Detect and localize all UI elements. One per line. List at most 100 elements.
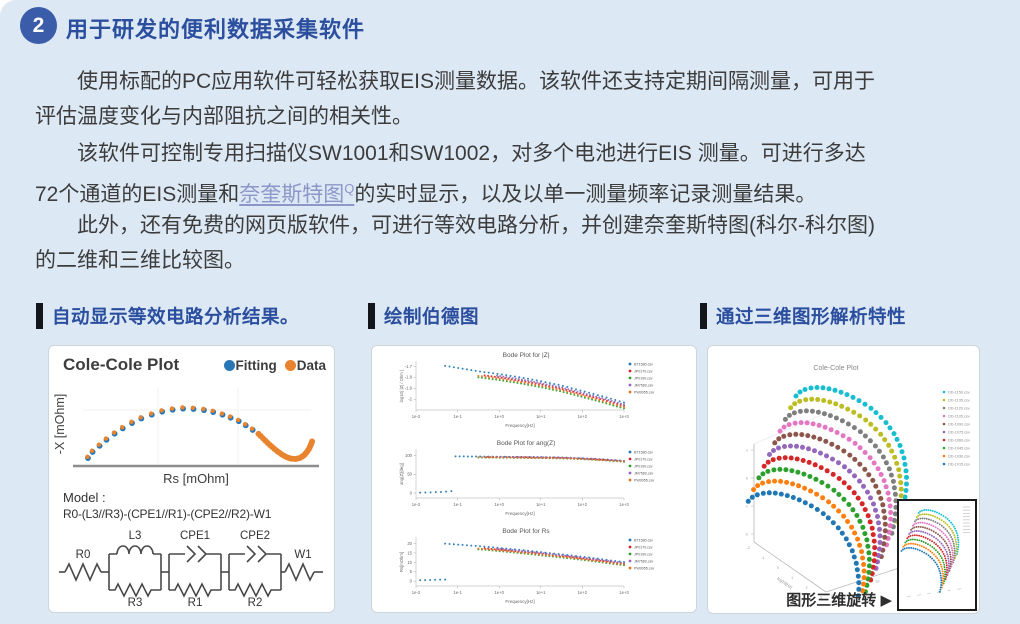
parallel-box-2-sides	[168, 554, 222, 590]
svg-text:PW0055.csv: PW0055.csv	[634, 391, 654, 395]
card-circuit-analysis: Cole-Cole Plot Fitting Data -X [mOhm] Rs …	[48, 345, 335, 613]
svg-text:-2: -2	[747, 546, 750, 550]
label-w1: W1	[294, 549, 311, 561]
svg-text:log10( |Z| / Ohm ): log10( |Z| / Ohm )	[399, 369, 404, 402]
svg-text:1e+0: 1e+0	[494, 590, 504, 595]
svg-text:0: 0	[410, 579, 413, 584]
paragraph-1-line-1: 使用标配的PC应用软件可轻松获取EIS测量数据。该软件还支持定期间隔测量，可用于	[77, 70, 876, 93]
svg-text:1e+2: 1e+2	[578, 590, 588, 595]
nyquist-glossary-link[interactable]: 奈奎斯特图Q	[239, 181, 355, 206]
panel-header-circuit-analysis: 自动显示等效电路分析结果。	[36, 303, 299, 329]
svg-text:DD-1075.csv: DD-1075.csv	[948, 430, 970, 434]
paragraph-2-line-1: 该软件可控制专用扫描仪SW1001和SW1002，对多个电池进行EIS 测量。可…	[77, 142, 866, 165]
svg-text:15: 15	[407, 550, 412, 555]
paragraph-3: 此外，还有免费的网页版软件，可进行等效电路分析，并创建奈奎斯特图(科尔-科尔图)…	[35, 208, 985, 278]
equivalent-circuit-diagram: R0 L3 CPE1 CPE2 W1 R3 R1 R2	[59, 530, 323, 609]
svg-text:0: 0	[410, 490, 413, 495]
rotate-3d-label[interactable]: 图形三维旋转 ▶	[786, 592, 892, 609]
label-r2: R2	[248, 597, 263, 609]
svg-text:Frequency[Hz]: Frequency[Hz]	[505, 423, 534, 428]
svg-text:Rs[mOhm]: Rs[mOhm]	[399, 552, 404, 572]
panel-header-label: 自动显示等效电路分析结果。	[52, 306, 300, 327]
card-bode-plots: Bode Plot for |Z| -1.7 -1.8 -1.9 -2 log10( |Z…	[371, 345, 697, 613]
paragraph-2-line-2b: 的实时显示，以及以单一测量频率记录测量结果。	[354, 183, 817, 206]
svg-text:BT1580.csv: BT1580.csv	[634, 539, 653, 543]
svg-text:BT1580.csv: BT1580.csv	[634, 363, 653, 367]
svg-text:1e+2: 1e+2	[578, 502, 588, 507]
svg-text:1e-2: 1e-2	[412, 414, 421, 419]
svg-text:Bode Plot for Rs: Bode Plot for Rs	[502, 528, 550, 535]
svg-text:DD-1105.csv: DD-1105.csv	[948, 414, 970, 418]
card-3d-plot: Cole-Cole Plot DD-1150.csv DD-1135.csv DD-1…	[707, 345, 980, 614]
cpe2-symbol	[229, 545, 281, 563]
rotated-view-thumbnail[interactable]	[897, 499, 977, 611]
svg-text:Frequency[Hz]: Frequency[Hz]	[505, 599, 534, 604]
svg-text:1e+0: 1e+0	[494, 414, 504, 419]
svg-text:JP0170.csv: JP0170.csv	[634, 370, 653, 374]
resistor-r1	[169, 582, 221, 598]
svg-text:JP0190.csv: JP0190.csv	[634, 553, 653, 557]
section-title: 用于研发的便利数据采集软件	[66, 17, 366, 42]
svg-text:10: 10	[407, 560, 412, 565]
bode-plot-svg-0: Bode Plot for |Z| -1.7 -1.8 -1.9 -2 log10( |Z…	[399, 352, 654, 428]
label-r1: R1	[188, 597, 203, 609]
svg-text:Bode Plot for |Z|: Bode Plot for |Z|	[503, 352, 550, 359]
cpe1-symbol	[169, 545, 221, 563]
svg-text:PW0055.csv: PW0055.csv	[634, 479, 654, 483]
svg-text:JP0170.csv: JP0170.csv	[634, 458, 653, 462]
svg-text:1e+0: 1e+0	[494, 502, 504, 507]
paragraph-2-line-2a: 72个通道的EIS测量和	[35, 183, 240, 206]
svg-text:10: 10	[876, 579, 880, 583]
svg-text:-1: -1	[745, 505, 748, 509]
legend-item-fitting: Fitting	[223, 358, 277, 373]
svg-text:0: 0	[777, 566, 779, 570]
svg-text:1e-2: 1e-2	[412, 502, 421, 507]
cole-plot-legend: Fitting Data	[223, 358, 326, 373]
svg-text:-1.8: -1.8	[405, 375, 413, 380]
svg-text:DD-1090.csv: DD-1090.csv	[948, 422, 970, 426]
svg-text:0: 0	[831, 594, 833, 598]
label-l3: L3	[129, 530, 142, 542]
resistor-r3	[109, 582, 161, 598]
svg-text:5: 5	[410, 569, 413, 574]
svg-text:DD-1135.csv: DD-1135.csv	[948, 398, 970, 402]
svg-text:DD-1150.csv: DD-1150.csv	[948, 390, 970, 394]
svg-text:Bode Plot for ang(Z): Bode Plot for ang(Z)	[497, 440, 556, 447]
parallel-box-1-sides	[108, 554, 162, 590]
paragraph-1: 使用标配的PC应用软件可轻松获取EIS测量数据。该软件还支持定期间隔测量，可用于…	[35, 64, 985, 134]
svg-text:ang(Z)[deg]: ang(Z)[deg]	[399, 463, 404, 485]
svg-text:-1: -1	[761, 556, 764, 560]
svg-text:Rs [mOhm]: Rs [mOhm]	[163, 471, 229, 486]
inset-plot-svg	[900, 506, 970, 598]
svg-text:-2: -2	[408, 397, 412, 402]
svg-text:-X [mOhm]: -X [mOhm]	[53, 394, 67, 454]
svg-text:Cole-Cole Plot: Cole-Cole Plot	[813, 365, 858, 372]
svg-text:DD-1060.csv: DD-1060.csv	[948, 438, 970, 442]
legend-item-data: Data	[284, 358, 326, 373]
svg-text:1e+1: 1e+1	[536, 414, 546, 419]
bode-plot-svg-2: Bode Plot for Rs 20 15 10 5 0 Rs[mOhm] 1e-2 1e-1…	[399, 528, 654, 604]
svg-text:JM7583.csv: JM7583.csv	[634, 384, 653, 388]
svg-text:1e+3: 1e+3	[619, 502, 629, 507]
svg-text:1e+3: 1e+3	[619, 414, 629, 419]
svg-text:JM7583.csv: JM7583.csv	[634, 472, 653, 476]
svg-text:DD-1015.csv: DD-1015.csv	[948, 462, 970, 466]
parallel-box-3-sides	[228, 554, 282, 590]
svg-text:1: 1	[791, 576, 793, 580]
svg-text:DD-1120.csv: DD-1120.csv	[948, 406, 970, 410]
svg-text:1e+1: 1e+1	[536, 502, 546, 507]
svg-text:1e+1: 1e+1	[536, 590, 546, 595]
fitting-dot-icon	[223, 359, 235, 371]
glossary-q-icon[interactable]: Q	[344, 181, 355, 196]
label-cpe2: CPE2	[240, 530, 270, 542]
svg-text:1e-1: 1e-1	[453, 502, 462, 507]
paragraph-2: 该软件可控制专用扫描仪SW1001和SW1002，对多个电池进行EIS 测量。可…	[35, 136, 985, 212]
model-block: Model : R0-(L3//R3)-(CPE1//R1)-(CPE2//R2…	[63, 490, 271, 521]
label-r0: R0	[76, 549, 91, 561]
nyquist-link-text[interactable]: 奈奎斯特图	[239, 183, 345, 206]
svg-text:1e+3: 1e+3	[619, 590, 629, 595]
svg-text:-1.7: -1.7	[405, 364, 413, 369]
svg-text:-2: -2	[745, 533, 748, 537]
model-caption: Model :	[63, 490, 106, 505]
